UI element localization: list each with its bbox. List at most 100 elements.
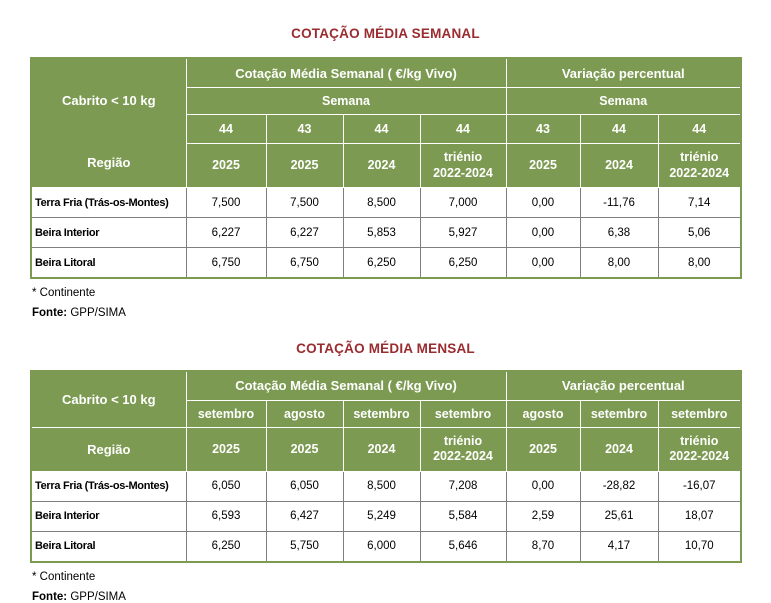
value-cell: 5,853: [342, 217, 421, 248]
weekly-period-label: triénio 2022-2024: [657, 143, 742, 188]
monthly-region-header: Região: [30, 426, 187, 472]
value-cell: 6,750: [265, 247, 344, 279]
monthly-group-header-variation: Variação percentual: [505, 370, 742, 401]
weekly-table-row: Beira Litoral 6,750 6,750 6,250 6,250 0,…: [30, 247, 742, 279]
value-cell: 6,227: [265, 217, 344, 248]
monthly-product-label: Cabrito < 10 kg: [30, 370, 187, 428]
weekly-period-label: 2025: [185, 143, 267, 188]
value-cell: 10,70: [657, 530, 742, 563]
weekly-subheader-semana-quote: Semana: [185, 87, 507, 115]
value-cell: 8,500: [342, 470, 421, 502]
value-cell: 6,250: [342, 247, 421, 279]
source-value: GPP/SIMA: [67, 306, 126, 319]
region-cell: Beira Litoral: [30, 530, 187, 563]
value-cell: 6,000: [342, 530, 421, 563]
value-cell: 0,00: [505, 187, 581, 218]
monthly-period-label: 2025: [505, 426, 581, 472]
monthly-month-label: setembro: [419, 399, 507, 428]
weekly-corner-cell: Cabrito < 10 kg Região: [30, 57, 187, 188]
weekly-week-number: 43: [505, 114, 581, 144]
weekly-price-table: Cabrito < 10 kg Região Cotação Média Sem…: [30, 57, 742, 279]
footnote-continente: * Continente: [32, 287, 96, 299]
region-cell: Beira Interior: [30, 217, 187, 248]
weekly-week-number: 44: [342, 114, 421, 144]
source-label: Fonte:: [32, 306, 68, 319]
value-cell: 6,250: [185, 530, 267, 563]
weekly-period-label: triénio 2022-2024: [419, 143, 507, 188]
monthly-footnotes: * Continente Fonte: GPP/SIMA: [32, 570, 771, 603]
monthly-period-label: 2024: [579, 426, 659, 472]
weekly-week-number: 44: [185, 114, 267, 144]
value-cell: 8,70: [505, 530, 581, 563]
value-cell: 18,07: [657, 500, 742, 532]
value-cell: 6,227: [185, 217, 267, 248]
weekly-region-header: Região: [87, 154, 131, 170]
monthly-period-label: 2025: [265, 426, 344, 472]
weekly-table-title: COTAÇÃO MÉDIA SEMANAL: [291, 26, 480, 41]
weekly-period-label: 2025: [265, 143, 344, 188]
value-cell: 6,427: [265, 500, 344, 532]
value-cell: 7,14: [657, 187, 742, 218]
value-cell: 5,584: [419, 500, 507, 532]
monthly-month-label: agosto: [505, 399, 581, 428]
monthly-period-label: triénio 2022-2024: [419, 426, 507, 472]
monthly-month-label: setembro: [579, 399, 659, 428]
monthly-period-label: 2025: [185, 426, 267, 472]
value-cell: 5,750: [265, 530, 344, 563]
value-cell: 6,750: [185, 247, 267, 279]
value-cell: 0,00: [505, 247, 581, 279]
value-cell: 6,250: [419, 247, 507, 279]
value-cell: 5,249: [342, 500, 421, 532]
weekly-period-label: 2025: [505, 143, 581, 188]
value-cell: 0,00: [505, 217, 581, 248]
value-cell: 6,050: [265, 470, 344, 502]
weekly-subheader-semana-variation: Semana: [505, 87, 742, 115]
monthly-period-label: triénio 2022-2024: [657, 426, 742, 472]
value-cell: -16,07: [657, 470, 742, 502]
value-cell: 4,17: [579, 530, 659, 563]
monthly-table-title: COTAÇÃO MÉDIA MENSAL: [296, 340, 475, 356]
weekly-week-number: 44: [419, 114, 507, 144]
value-cell: 5,646: [419, 530, 507, 563]
source-note: Fonte: GPP/SIMA: [32, 306, 771, 321]
monthly-group-header-quote: Cotação Média Semanal ( €/kg Vivo): [185, 370, 507, 401]
monthly-period-label: 2024: [342, 426, 421, 472]
monthly-price-table: Cabrito < 10 kg Cotação Média Semanal ( …: [30, 369, 742, 563]
weekly-product-label: Cabrito < 10 kg: [61, 93, 156, 108]
value-cell: 7,000: [419, 187, 507, 218]
footnote-continente: * Continente: [32, 570, 96, 583]
source-label: Fonte:: [32, 590, 68, 603]
region-cell: Beira Interior: [30, 500, 187, 532]
source-note: Fonte: GPP/SIMA: [32, 590, 771, 603]
weekly-week-number: 43: [265, 114, 344, 144]
value-cell: 7,208: [419, 470, 507, 502]
value-cell: 8,00: [579, 247, 659, 279]
monthly-month-label: setembro: [657, 399, 742, 428]
source-value: GPP/SIMA: [67, 590, 126, 603]
value-cell: 8,00: [657, 247, 742, 279]
value-cell: 5,927: [419, 217, 507, 248]
weekly-table-row: Beira Interior 6,227 6,227 5,853 5,927 0…: [30, 217, 742, 248]
value-cell: 0,00: [505, 470, 581, 502]
monthly-table-row: Beira Litoral 6,250 5,750 6,000 5,646 8,…: [30, 530, 742, 563]
weekly-footnotes: * Continente Fonte: GPP/SIMA: [32, 286, 771, 321]
weekly-week-number: 44: [579, 114, 659, 144]
monthly-table-row: Beira Interior 6,593 6,427 5,249 5,584 2…: [30, 500, 742, 532]
value-cell: 6,050: [185, 470, 267, 502]
value-cell: 6,593: [185, 500, 267, 532]
value-cell: 25,61: [579, 500, 659, 532]
weekly-group-header-quote: Cotação Média Semanal ( €/kg Vivo): [185, 57, 507, 88]
monthly-month-label: setembro: [185, 399, 267, 428]
region-cell: Terra Fria (Trás-os-Montes): [30, 187, 187, 218]
value-cell: -28,82: [579, 470, 659, 502]
weekly-period-label: 2024: [342, 143, 421, 188]
value-cell: 5,06: [657, 217, 742, 248]
region-cell: Terra Fria (Trás-os-Montes): [30, 470, 187, 502]
weekly-period-label: 2024: [579, 143, 659, 188]
weekly-week-number: 44: [657, 114, 742, 144]
value-cell: 2,59: [505, 500, 581, 532]
value-cell: 7,500: [185, 187, 267, 218]
weekly-table-row: Terra Fria (Trás-os-Montes) 7,500 7,500 …: [30, 187, 742, 218]
value-cell: 7,500: [265, 187, 344, 218]
